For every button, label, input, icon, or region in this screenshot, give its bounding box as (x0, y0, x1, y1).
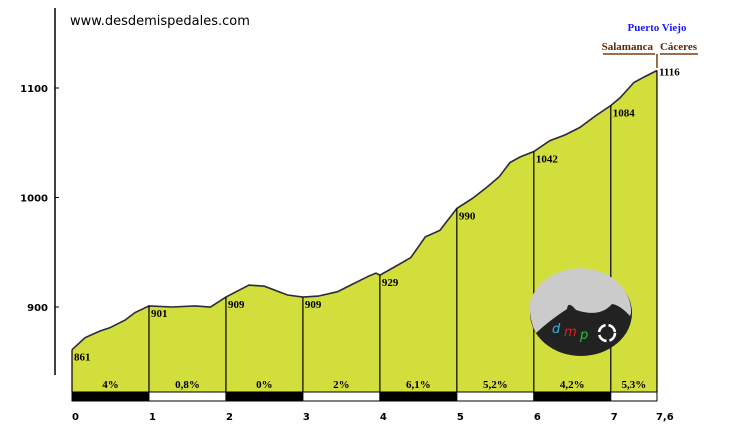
x-tick-label: 0 (72, 412, 79, 423)
gradient-label: 0,8% (175, 379, 200, 391)
x-tick-label: 1 (149, 412, 156, 423)
gradient-label: 4% (102, 379, 119, 391)
x-tick-label: 3 (303, 412, 310, 423)
gradient-label: 6,1% (406, 379, 431, 391)
x-tick-label: 6 (534, 412, 541, 423)
profile-line (71, 69, 658, 351)
elevation-label: 1116 (659, 66, 680, 78)
logo-letter: p (579, 328, 588, 343)
x-tick-label: 2 (226, 412, 233, 423)
x-tick-label: 4 (380, 412, 387, 423)
gradient-label: 2% (333, 379, 350, 391)
km-bar-segment (71, 391, 150, 402)
gradient-label: 0% (256, 379, 273, 391)
site-url: www.desdemispedales.com (70, 14, 250, 29)
profile-area (72, 70, 657, 392)
elevation-label: 1084 (613, 108, 636, 120)
km-bar-segment (302, 391, 381, 402)
elevation-label: 909 (305, 299, 322, 311)
km-bar-segment (456, 391, 535, 402)
km-bar-segment (610, 391, 658, 402)
km-bar-segment (225, 391, 304, 402)
y-tick-label: 1000 (20, 194, 48, 205)
elevation-label: 901 (151, 308, 168, 320)
elevation-label: 1042 (536, 154, 559, 166)
logo-letter: d (552, 322, 561, 337)
summit-side-right: Cáceres (660, 41, 698, 53)
gradient-label: 5,2% (483, 379, 508, 391)
y-tick-label: 900 (27, 303, 48, 314)
logo-mountain (529, 268, 632, 333)
x-tick-label: 5 (457, 412, 464, 423)
km-bar-segment (533, 391, 612, 402)
km-bar-segment (148, 391, 227, 402)
summit-side-left: Salamanca (602, 41, 654, 53)
y-tick-label: 1100 (20, 84, 48, 95)
x-tick-label: 7 (611, 412, 618, 423)
logo-letter: m (564, 325, 577, 340)
gradient-label: 5,3% (622, 379, 647, 391)
gradient-label: 4,2% (560, 379, 585, 391)
triskele-icon (597, 323, 617, 343)
elevation-label: 909 (228, 299, 245, 311)
elevation-label: 929 (382, 277, 399, 289)
km-bar-segment (379, 391, 458, 402)
elevation-label: 861 (74, 352, 91, 364)
summit-name: Puerto Viejo (627, 22, 686, 34)
x-tick-label: 7,6 (656, 412, 674, 423)
elevation-label: 990 (459, 210, 476, 222)
